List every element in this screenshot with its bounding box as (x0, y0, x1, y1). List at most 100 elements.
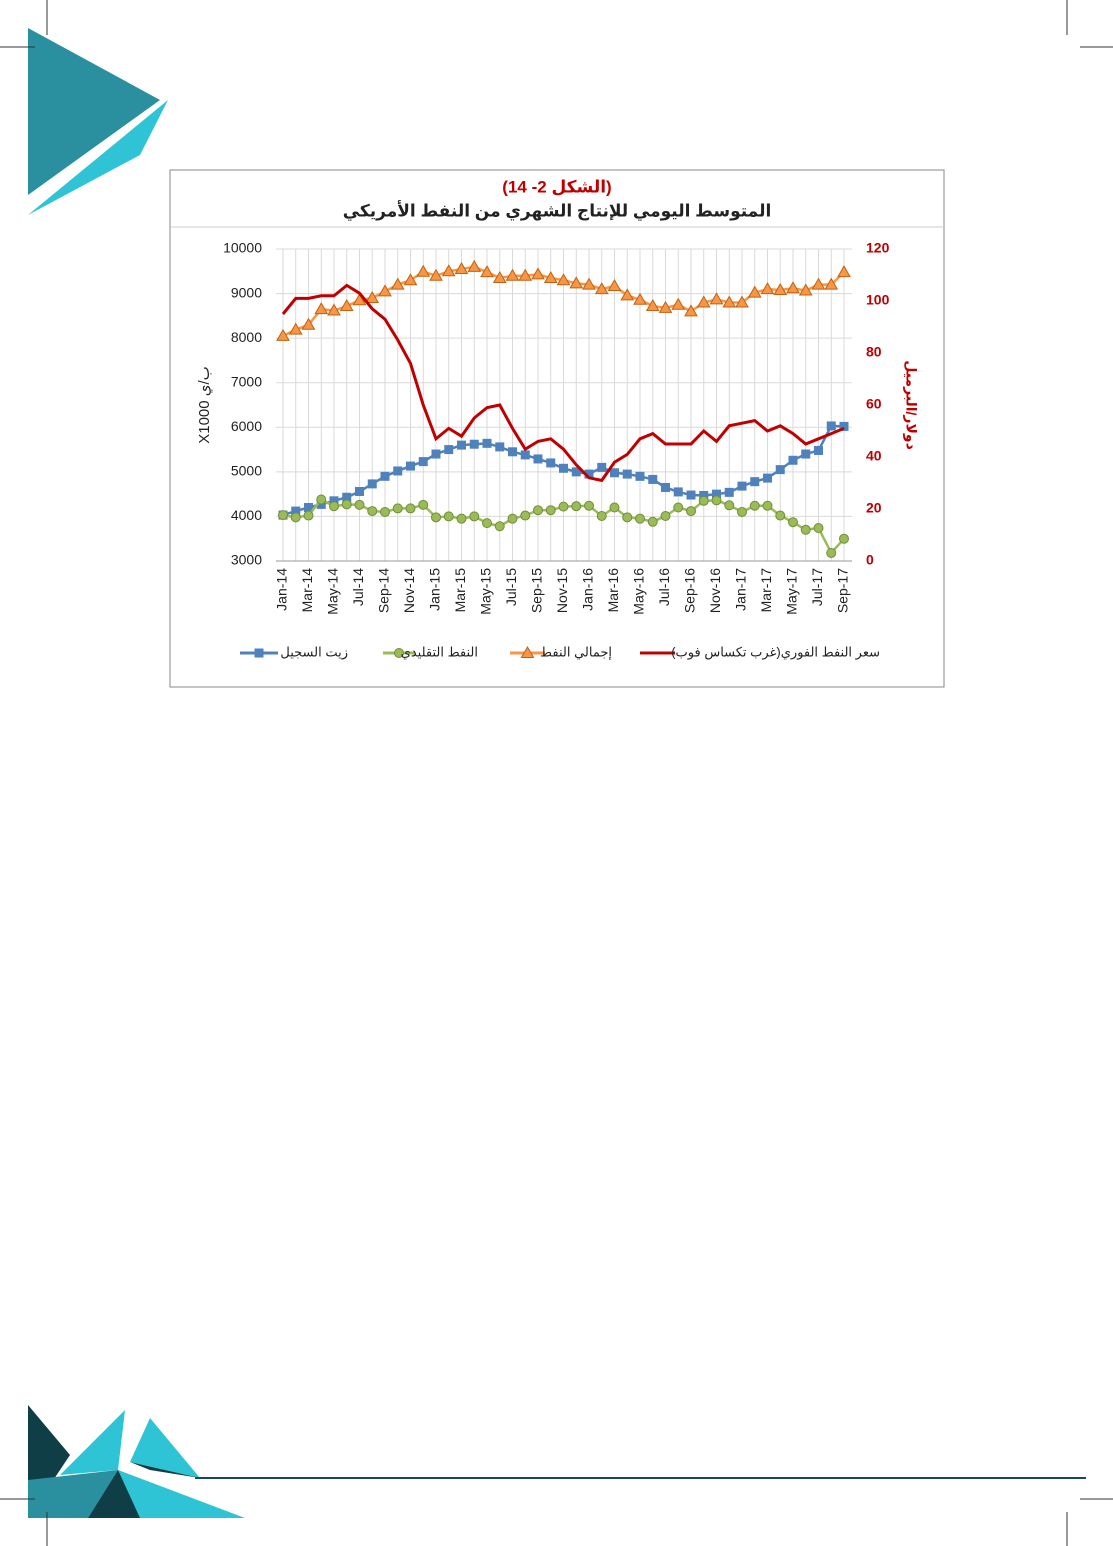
marker (737, 481, 747, 491)
x-tick-label: Nov-15 (554, 568, 570, 613)
marker (355, 486, 364, 496)
marker (773, 282, 788, 296)
y2-tick-label: 80 (866, 344, 882, 360)
marker (301, 317, 316, 330)
marker (378, 284, 392, 297)
marker (543, 270, 558, 283)
legend-label: سعر النفط الفوري(غرب تكساس فوب) (671, 644, 880, 660)
marker (737, 506, 747, 517)
marker (699, 490, 709, 500)
x-tick-label: Jan-16 (580, 568, 596, 611)
marker (520, 510, 531, 521)
marker (520, 450, 530, 460)
decor (28, 28, 160, 195)
marker (354, 499, 365, 510)
marker (558, 501, 569, 512)
decor (130, 1462, 200, 1478)
marker (622, 512, 633, 523)
y2-tick-label: 100 (866, 292, 890, 308)
marker (495, 442, 505, 452)
marker (724, 487, 734, 497)
marker (418, 457, 428, 467)
marker (290, 512, 301, 523)
marker (454, 262, 469, 275)
x-tick-label: Nov-14 (401, 568, 417, 613)
marker (304, 503, 313, 513)
marker (648, 474, 658, 484)
marker (647, 516, 658, 527)
figure-label: (الشكل 2- 14) (502, 177, 611, 196)
marker (480, 265, 494, 278)
marker (712, 489, 721, 499)
marker (709, 292, 724, 305)
marker (531, 267, 545, 280)
marker (533, 454, 543, 464)
marker (698, 495, 709, 506)
y-tick-label: 6000 (231, 418, 262, 434)
legend-label: زيت السجيل (280, 644, 348, 660)
marker (329, 501, 339, 512)
x-tick-label: May-15 (478, 568, 494, 615)
marker (813, 523, 824, 534)
marker (365, 291, 380, 304)
marker (482, 438, 492, 448)
marker (276, 328, 290, 341)
marker (431, 449, 441, 459)
marker (801, 449, 811, 459)
marker (622, 469, 632, 479)
marker (571, 501, 582, 512)
marker (839, 421, 849, 431)
marker (405, 503, 416, 514)
marker (456, 513, 467, 524)
marker (403, 273, 418, 286)
marker (800, 524, 811, 535)
marker (635, 513, 645, 524)
x-tick-label: Nov-16 (707, 568, 723, 613)
x-tick-label: Mar-15 (452, 568, 468, 613)
x-tick-label: May-16 (631, 568, 647, 615)
y-tick-label: 8000 (231, 329, 262, 345)
marker (571, 467, 581, 477)
marker (394, 648, 404, 658)
marker (635, 471, 645, 481)
marker (584, 500, 594, 511)
marker (686, 506, 696, 517)
marker (826, 421, 836, 431)
marker (314, 302, 329, 315)
marker (658, 300, 673, 313)
marker (839, 533, 849, 544)
marker (686, 490, 696, 500)
x-tick-label: Jan-15 (427, 568, 443, 611)
marker (775, 510, 786, 521)
marker (788, 517, 798, 528)
marker (492, 270, 507, 283)
marker (837, 265, 851, 278)
x-tick-label: May-17 (784, 568, 800, 615)
marker (673, 487, 683, 497)
marker (443, 511, 454, 522)
marker (749, 500, 760, 511)
marker (457, 440, 466, 450)
x-tick-label: Mar-14 (299, 568, 315, 613)
marker (291, 506, 301, 516)
marker (814, 445, 823, 455)
decor (88, 1470, 140, 1518)
marker (546, 458, 556, 468)
marker (747, 285, 762, 298)
marker (469, 511, 480, 522)
marker (760, 282, 775, 295)
marker (559, 463, 568, 473)
marker (441, 264, 456, 277)
marker (316, 494, 327, 505)
marker (633, 292, 647, 305)
x-tick-label: Jul-15 (503, 568, 519, 606)
marker (645, 299, 660, 312)
marker (505, 268, 520, 281)
marker (545, 505, 556, 516)
marker (671, 297, 686, 310)
x-tick-label: Sep-17 (835, 568, 851, 613)
marker (380, 471, 390, 481)
marker (610, 468, 619, 478)
